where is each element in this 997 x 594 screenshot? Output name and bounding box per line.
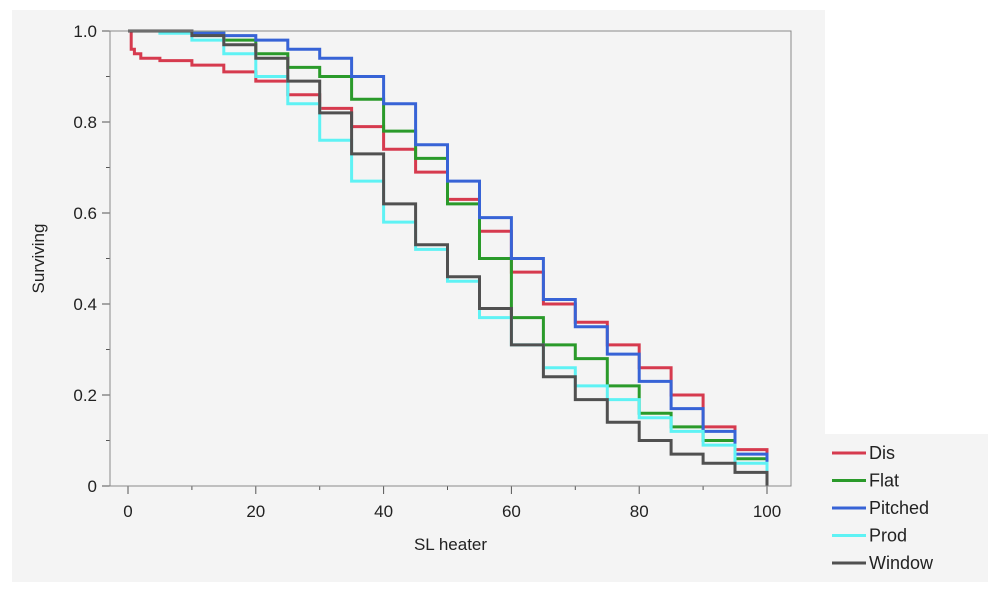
series-lines <box>128 29 769 486</box>
series-line-window <box>128 29 769 486</box>
x-tick-label: 40 <box>374 502 393 521</box>
y-tick-label: 0.8 <box>73 113 97 132</box>
y-tick-label: 0.2 <box>73 386 97 405</box>
y-axis-title: Surviving <box>29 224 48 294</box>
legend-label-prod: Prod <box>869 526 907 546</box>
series-line-pitched <box>128 29 769 477</box>
x-tick-label: 60 <box>502 502 521 521</box>
x-tick-label: 0 <box>123 502 132 521</box>
y-tick-label: 0.4 <box>73 295 97 314</box>
x-axis-title: SL heater <box>414 535 487 554</box>
y-tick-label: 0 <box>88 477 97 496</box>
legend-label-flat: Flat <box>869 471 899 491</box>
series-line-prod <box>128 29 769 477</box>
legend-label-window: Window <box>869 553 934 573</box>
x-tick-label: 100 <box>753 502 781 521</box>
legend-label-dis: Dis <box>869 443 895 463</box>
legend: Dis Flat Pitched Prod Window <box>832 443 934 573</box>
x-tick-label: 20 <box>246 502 265 521</box>
plot-frame <box>109 30 792 487</box>
chart-panel <box>12 10 825 582</box>
tick-labels: 0 0.2 0.4 0.6 0.8 1.0 0 20 40 60 80 100 <box>73 22 781 521</box>
y-tick-label: 1.0 <box>73 22 97 41</box>
legend-label-pitched: Pitched <box>869 498 929 518</box>
tick-marks <box>102 30 768 494</box>
y-tick-label: 0.6 <box>73 204 97 223</box>
x-tick-label: 80 <box>630 502 649 521</box>
